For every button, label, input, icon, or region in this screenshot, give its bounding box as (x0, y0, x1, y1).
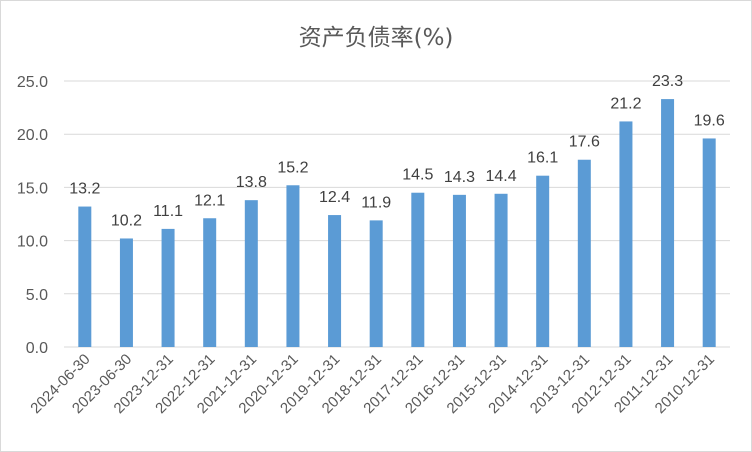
data-label: 11.1 (153, 203, 183, 220)
data-label: 19.6 (694, 112, 725, 129)
bar (702, 138, 716, 347)
gridlines (64, 80, 730, 348)
bar (619, 121, 633, 347)
data-label: 12.4 (319, 189, 350, 206)
bar (411, 192, 425, 347)
chart-title: 资产负债率(%) (298, 25, 454, 51)
y-tick-label: 20.0 (17, 127, 48, 144)
data-label: 23.3 (652, 73, 683, 90)
data-label: 14.4 (485, 168, 516, 185)
data-label: 21.2 (610, 95, 641, 112)
data-labels: 13.2 10.2 11.1 12.1 13.8 15.2 12.4 11.9 14.5 14.3… (69, 73, 725, 229)
data-label: 14.3 (444, 169, 475, 186)
bar (536, 175, 550, 347)
data-label: 14.5 (402, 167, 433, 184)
bars (78, 99, 716, 347)
bar (244, 200, 258, 347)
bar (369, 220, 383, 347)
data-label: 12.1 (194, 192, 225, 209)
x-axis-labels: 2024-06-302023-06-302023-12-312022-12-31… (27, 351, 718, 417)
data-label: 15.2 (277, 159, 308, 176)
data-label: 10.2 (111, 212, 142, 229)
y-axis-ticks: 0.0 5.0 10.0 15.0 20.0 25.0 (17, 74, 48, 357)
bar (286, 185, 300, 347)
bar (661, 99, 675, 347)
data-label: 17.6 (569, 134, 600, 151)
y-tick-label: 0.0 (26, 340, 48, 357)
bar (494, 193, 508, 347)
data-label: 16.1 (527, 150, 558, 167)
y-tick-label: 15.0 (17, 180, 48, 197)
data-label: 13.8 (236, 174, 267, 191)
data-label: 13.2 (69, 181, 100, 198)
bar (78, 206, 92, 347)
y-tick-label: 10.0 (17, 234, 48, 251)
data-label: 11.9 (361, 194, 391, 211)
y-tick-label: 5.0 (26, 287, 48, 304)
bar (452, 194, 466, 347)
bar (577, 159, 591, 347)
bar (161, 228, 175, 347)
bar (203, 218, 217, 347)
y-tick-label: 25.0 (17, 74, 48, 91)
bar (328, 215, 342, 347)
bar (119, 238, 133, 347)
